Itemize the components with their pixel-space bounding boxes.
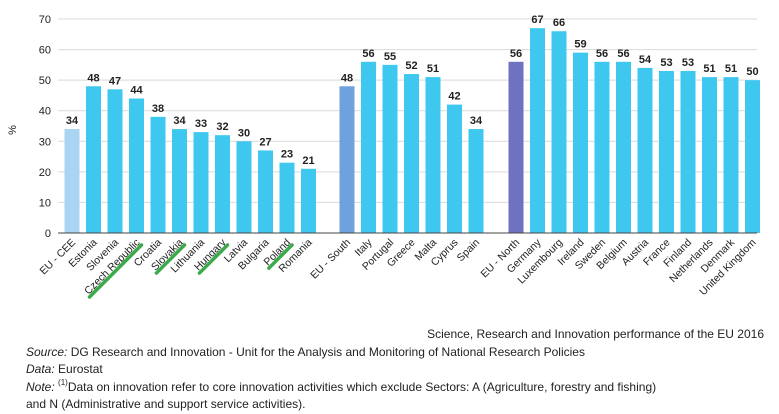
bar (616, 61, 631, 233)
bar (64, 129, 80, 233)
data-label: 51 (725, 63, 737, 75)
note-superscript: (1) (58, 377, 68, 387)
bar (659, 70, 674, 233)
highlight-underline (197, 243, 230, 275)
data-label: 34 (470, 115, 483, 127)
bar (150, 116, 166, 233)
data-label: 59 (574, 39, 586, 51)
note-text: Data on innovation refer to core innovat… (67, 379, 657, 394)
data-label: 50 (746, 66, 758, 78)
bar (702, 77, 717, 233)
note-line: Note: (1)Data on innovation refer to cor… (26, 377, 776, 397)
data-label: Data: (26, 362, 55, 376)
data-label: 51 (427, 63, 439, 75)
bar (723, 77, 739, 233)
bar (236, 141, 252, 233)
bar (339, 86, 355, 233)
data-label: 52 (405, 60, 417, 72)
bar (129, 98, 144, 233)
bar (573, 52, 588, 233)
bar (107, 89, 123, 233)
data-label: 47 (109, 75, 121, 87)
note-label: Note: (26, 379, 55, 394)
bar (447, 104, 462, 233)
data-label: 38 (152, 103, 164, 115)
data-label: 27 (259, 136, 271, 148)
data-label: 56 (362, 48, 374, 60)
bar (637, 67, 653, 234)
bar (361, 61, 376, 233)
data-label: 48 (341, 72, 353, 84)
data-label: 42 (448, 91, 460, 103)
data-label: 21 (302, 155, 314, 167)
bar (551, 31, 567, 233)
bar (680, 70, 696, 233)
data-label: 53 (682, 57, 694, 69)
y-tick-label: 10 (39, 197, 51, 209)
bar (508, 61, 524, 233)
bar (172, 129, 187, 233)
bar (215, 135, 230, 233)
y-tick-label: 70 (39, 14, 51, 26)
x-tick-label: Spain (455, 237, 483, 265)
data-label: 33 (195, 118, 207, 130)
data-label: 51 (703, 63, 715, 75)
y-tick-label: 0 (45, 228, 51, 240)
x-tick-label: EU - South (308, 237, 353, 282)
bar (425, 77, 441, 233)
highlight-underline (87, 243, 144, 299)
bar (745, 80, 760, 234)
chart-notes: Science, Research and Innovation perform… (26, 326, 776, 414)
data-label: 53 (660, 57, 672, 69)
data-label: 54 (639, 54, 652, 66)
y-tick-label: 40 (39, 106, 51, 118)
highlight-underline (267, 243, 294, 270)
bar (279, 162, 295, 233)
note-line-2: and N (Administrative and support servic… (26, 397, 306, 411)
data-label: 66 (553, 17, 565, 29)
data-label: 30 (238, 127, 250, 139)
data-label: 55 (384, 51, 396, 63)
data-label: 23 (281, 149, 293, 161)
bar (193, 132, 209, 233)
bar (468, 129, 484, 233)
bar (594, 61, 610, 233)
data-label: 67 (531, 14, 543, 26)
bar (382, 64, 398, 233)
data-label: 48 (87, 72, 99, 84)
publication-credit: Science, Research and Innovation perform… (427, 327, 764, 341)
data-label: 56 (510, 48, 522, 60)
bar (258, 150, 273, 233)
y-axis-label: % (7, 125, 19, 135)
data-text: Eurostat (54, 362, 103, 376)
bar (404, 74, 419, 234)
data-label: 56 (596, 48, 608, 60)
bar (301, 168, 316, 233)
bar (530, 28, 545, 233)
bar (86, 86, 101, 233)
source-text: DG Research and Innovation - Unit for th… (67, 344, 585, 359)
y-tick-label: 50 (39, 75, 51, 87)
data-label: 34 (173, 115, 186, 127)
data-label: 44 (130, 84, 143, 96)
data-label: 56 (617, 48, 629, 60)
highlight-underline (154, 243, 187, 275)
y-tick-label: 30 (39, 136, 51, 148)
data-line: Data: Eurostat (26, 361, 776, 379)
data-label: 34 (66, 115, 79, 127)
data-label: 32 (216, 121, 228, 133)
source-label: Source: (26, 344, 68, 359)
source-line: Source: DG Research and Innovation - Uni… (26, 344, 776, 362)
y-tick-label: 60 (39, 45, 51, 57)
y-tick-label: 20 (39, 167, 51, 179)
